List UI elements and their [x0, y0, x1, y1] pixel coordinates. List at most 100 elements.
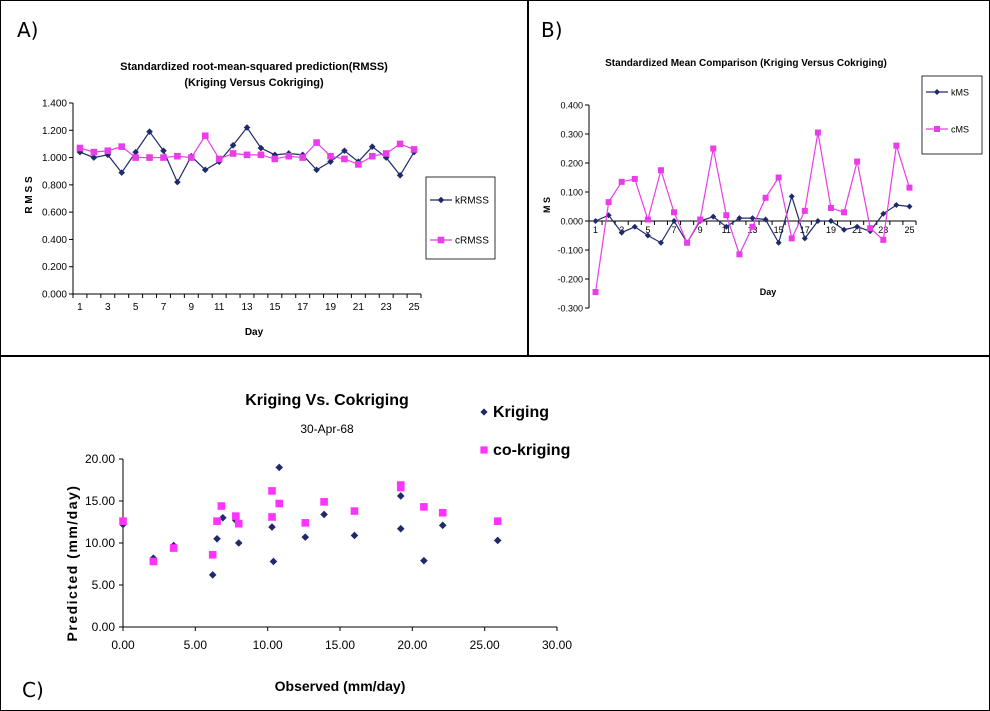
- data-point-Kriging: [396, 492, 405, 500]
- data-point-cRMSS: [104, 147, 112, 155]
- data-point-kRMSS: [382, 154, 390, 161]
- data-point-kMS: [906, 203, 913, 210]
- data-point-kRMSS: [118, 169, 126, 176]
- data-point-kMS: [592, 218, 599, 224]
- data-point-co-kriging: [420, 503, 428, 511]
- data-point-cRMSS: [299, 154, 306, 161]
- x-tick-label: 9: [189, 302, 195, 313]
- x-tick-label: 20.00: [397, 638, 427, 652]
- x-tick-label: 9: [698, 225, 703, 235]
- data-point-kMS: [657, 239, 664, 246]
- data-point-co-kriging: [232, 512, 240, 520]
- data-point-cMS: [657, 167, 664, 174]
- data-point-cMS: [723, 212, 730, 219]
- data-point-kMS: [827, 218, 834, 224]
- x-tick-label: 17: [800, 225, 810, 235]
- legend-label-co-kriging: co-kriging: [493, 442, 570, 459]
- data-point-Kriging: [234, 539, 243, 547]
- data-point-kMS: [814, 218, 821, 224]
- x-tick-label: 5: [133, 302, 139, 313]
- data-point-cRMSS: [355, 161, 362, 168]
- data-point-kRMSS: [313, 166, 320, 174]
- data-point-kRMSS: [257, 144, 265, 152]
- data-point-cMS: [710, 145, 717, 152]
- data-point-cMS: [814, 129, 821, 136]
- data-point-co-kriging: [268, 487, 276, 495]
- data-point-Kriging: [275, 463, 284, 472]
- chart-c-xlabel: Observed (mm/day): [275, 678, 406, 694]
- data-point-Kriging: [420, 556, 428, 565]
- data-point-cRMSS: [396, 140, 404, 148]
- data-point-cMS: [697, 216, 704, 223]
- panel-letter-c: C): [22, 678, 44, 702]
- data-point-cMS: [775, 174, 782, 181]
- x-tick-label: 30.00: [542, 638, 572, 652]
- data-point-kRMSS: [132, 148, 139, 156]
- chart-a-title: Standardized root-mean-squared predictio…: [120, 61, 388, 73]
- data-point-cMS: [644, 216, 651, 223]
- x-tick-label: 25: [904, 225, 914, 235]
- data-point-co-kriging: [438, 508, 447, 517]
- data-point-cMS: [749, 223, 756, 230]
- data-point-cMS: [671, 209, 678, 216]
- x-tick-label: 11: [722, 225, 731, 235]
- data-point-kMS: [854, 223, 861, 230]
- y-tick-label: -0.100: [557, 246, 583, 256]
- legend-marker-co-kriging: [480, 446, 488, 454]
- data-point-cRMSS: [327, 152, 334, 160]
- panel-letter-a: A): [17, 18, 39, 42]
- data-point-Kriging: [396, 524, 405, 533]
- x-tick-label: 15: [269, 302, 281, 313]
- data-point-kMS: [880, 210, 887, 217]
- y-tick-label: 0.200: [560, 159, 583, 169]
- legend-marker-Kriging: [480, 408, 488, 416]
- chart-b: Standardized Mean Comparison (Kriging Ve…: [542, 58, 983, 314]
- data-point-co-kriging: [169, 544, 178, 552]
- x-tick-label: 19: [325, 302, 337, 313]
- data-point-kRMSS: [396, 172, 404, 179]
- y-tick-label: 15.00: [85, 494, 115, 508]
- x-tick-label: 0.00: [111, 638, 135, 652]
- y-tick-label: 0.200: [42, 262, 67, 273]
- chart-b-ylabel: M S: [542, 197, 552, 213]
- data-point-kMS: [893, 202, 900, 209]
- legend-label-Kriging: Kriging: [493, 404, 549, 421]
- x-tick-label: 21: [852, 225, 862, 235]
- x-tick-label: 23: [878, 225, 888, 235]
- data-point-co-kriging: [119, 517, 127, 525]
- legend-label-kRMSS: kRMSS: [455, 196, 489, 207]
- data-point-cMS: [618, 178, 625, 185]
- chart-a-subtitle: (Kriging Versus Cokriging): [184, 77, 324, 89]
- data-point-cMS: [867, 225, 874, 232]
- data-point-cRMSS: [160, 154, 167, 161]
- x-tick-label: 11: [214, 302, 225, 313]
- x-tick-label: 7: [672, 225, 677, 235]
- y-tick-label: 0.400: [42, 235, 67, 246]
- x-tick-label: 1: [77, 302, 83, 313]
- data-point-co-kriging: [208, 550, 217, 559]
- y-tick-label: 20.00: [85, 452, 115, 466]
- data-point-kRMSS: [243, 124, 251, 131]
- chart-c-subtitle: 30-Apr-68: [300, 422, 354, 436]
- data-point-cRMSS: [382, 150, 390, 157]
- y-tick-label: -0.300: [557, 304, 583, 314]
- data-point-cMS: [880, 236, 887, 243]
- data-point-cMS: [631, 175, 638, 182]
- data-point-cMS: [801, 207, 808, 214]
- chart-b-legend-box: [921, 75, 983, 155]
- data-point-kRMSS: [146, 128, 153, 135]
- data-point-kMS: [749, 215, 756, 222]
- data-point-kRMSS: [160, 147, 167, 155]
- y-tick-label: 0.00: [92, 620, 116, 634]
- data-point-co-kriging: [275, 499, 284, 508]
- data-point-cRMSS: [201, 132, 209, 140]
- data-point-cMS: [841, 209, 848, 216]
- data-point-cMS: [788, 235, 795, 242]
- x-tick-label: 19: [826, 225, 836, 235]
- data-point-co-kriging: [234, 519, 243, 528]
- chart-c-title: Kriging Vs. Cokriging: [245, 392, 409, 409]
- data-point-cRMSS: [313, 139, 320, 146]
- legend-label-cMS: cMS: [951, 125, 969, 135]
- data-point-co-kriging: [268, 513, 276, 521]
- x-tick-label: 1: [593, 225, 598, 235]
